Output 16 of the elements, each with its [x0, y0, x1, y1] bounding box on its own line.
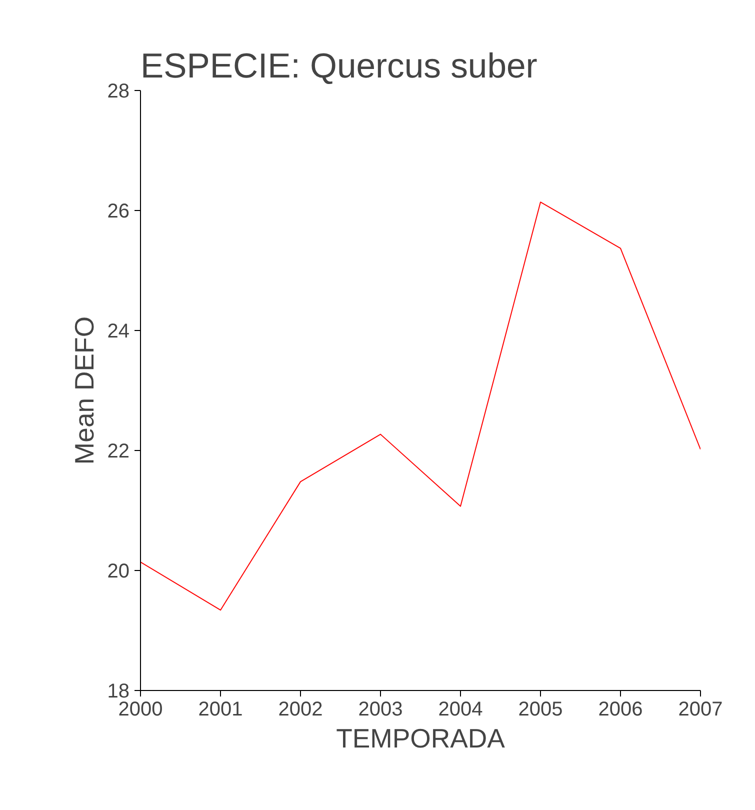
x-tick-label: 2006	[598, 698, 643, 720]
x-tick-label: 2003	[358, 698, 403, 720]
y-tick-label: 26	[107, 200, 130, 222]
x-axis-title: TEMPORADA	[336, 724, 506, 754]
line-series	[140, 202, 700, 611]
y-tick-label: 24	[107, 320, 130, 342]
y-tick-label: 20	[107, 560, 130, 582]
x-tick-label: 2007	[678, 698, 723, 720]
x-tick-label: 2005	[518, 698, 563, 720]
x-tick-label: 2002	[278, 698, 323, 720]
y-tick-label: 28	[107, 80, 130, 102]
y-axis-title: Mean DEFO	[69, 316, 100, 465]
y-tick-label: 22	[107, 440, 130, 462]
x-tick-label: 2001	[198, 698, 243, 720]
chart-title: ESPECIE: Quercus suber	[140, 48, 538, 86]
x-tick-label: 2004	[438, 698, 483, 720]
